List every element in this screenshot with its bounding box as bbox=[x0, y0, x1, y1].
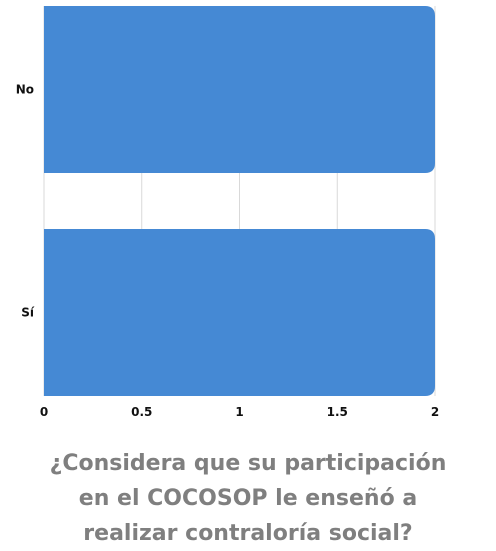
chart-title: ¿Considera que su participación en el CO… bbox=[49, 451, 447, 546]
category-label-no: No bbox=[16, 83, 34, 97]
x-tick-label-1: 1 bbox=[235, 405, 243, 419]
bars bbox=[44, 6, 435, 396]
bar-no bbox=[44, 6, 435, 173]
bar-chart: No Sí 0 0.5 1 1.5 2 bbox=[16, 6, 439, 419]
x-tick-label-0.5: 0.5 bbox=[131, 405, 152, 419]
category-label-sí: Sí bbox=[21, 306, 35, 320]
x-tick-label-2: 2 bbox=[431, 405, 439, 419]
bar-sí bbox=[44, 229, 435, 396]
y-axis-labels: No Sí bbox=[16, 83, 35, 320]
x-tick-label-1.5: 1.5 bbox=[327, 405, 348, 419]
x-axis-ticks: 0 0.5 1 1.5 2 bbox=[40, 405, 439, 419]
x-tick-label-0: 0 bbox=[40, 405, 48, 419]
